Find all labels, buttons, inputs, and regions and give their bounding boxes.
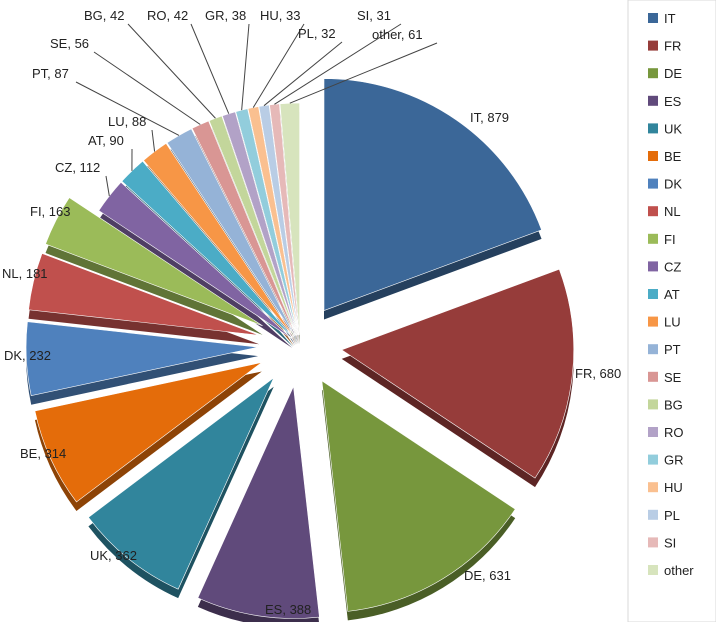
slice-label-se: SE, 56 <box>50 36 89 51</box>
legend-swatch-lu <box>648 316 658 327</box>
slice-label-si: SI, 31 <box>357 8 391 23</box>
legend-label-uk: UK <box>664 121 682 136</box>
legend-label-other: other <box>664 563 694 578</box>
legend-swatch-fr <box>648 40 658 51</box>
slice-label-de: DE, 631 <box>464 568 511 583</box>
leader-lines <box>75 23 438 197</box>
leader-line-pt <box>75 81 180 136</box>
legend-swatch-hu <box>648 482 658 493</box>
legend-label-dk: DK <box>664 177 682 192</box>
pie-slice-fr <box>341 268 575 479</box>
legend-label-si: SI <box>664 535 676 550</box>
slice-label-hu: HU, 33 <box>260 8 300 23</box>
legend-swatch-fi <box>648 233 658 244</box>
pie-slices <box>25 78 575 622</box>
legend-label-gr: GR <box>664 453 684 468</box>
leader-line-si <box>274 23 402 105</box>
slice-label-fi: FI, 163 <box>30 204 70 219</box>
legend-swatch-gr <box>648 454 658 465</box>
slice-label-pl: PL, 32 <box>298 26 336 41</box>
legend-swatch-es <box>648 95 658 106</box>
legend-label-at: AT <box>664 287 680 302</box>
slice-label-dk: DK, 232 <box>4 348 51 363</box>
legend-swatch-de <box>648 68 658 79</box>
pie-slice-gr <box>235 108 298 336</box>
pie-slice-de <box>321 380 516 612</box>
legend-label-be: BE <box>664 149 682 164</box>
legend-label-it: IT <box>664 11 676 26</box>
leader-line-ro <box>190 23 230 114</box>
slice-label-lu: LU, 88 <box>108 114 146 129</box>
legend-swatch-bg <box>648 399 658 410</box>
slice-label-ro: RO, 42 <box>147 8 188 23</box>
slice-label-es: ES, 388 <box>265 602 311 617</box>
legend-swatch-at <box>648 289 658 299</box>
pie-slice-pl <box>258 104 299 336</box>
legend-label-de: DE <box>664 66 682 81</box>
leader-line-hu <box>252 23 305 108</box>
pie-slice-dk <box>25 321 259 397</box>
pie-slice-hu <box>247 106 299 336</box>
pie-slice-es <box>197 385 320 619</box>
leader-line-se <box>93 51 201 125</box>
legend-label-nl: NL <box>664 204 681 219</box>
legend-label-ro: RO <box>664 425 684 440</box>
leader-line-other <box>289 42 438 104</box>
legend-swatch-se <box>648 371 658 382</box>
slice-label-be: BE, 314 <box>20 446 66 461</box>
slice-label-pt: PT, 87 <box>32 66 69 81</box>
slice-label-uk: UK, 362 <box>90 548 137 563</box>
legend: IT FR DE ES UK BE DK NL FI CZ AT LU PT SE BG RO GR HU PL SI… <box>627 0 716 622</box>
slice-label-it: IT, 879 <box>470 110 509 125</box>
slice-labels: IT, 879 FR, 680 DE, 631 ES, 388 UK, 362 BE, 3… <box>2 8 621 617</box>
legend-label-fr: FR <box>664 39 681 54</box>
pie-slice-se <box>191 120 297 337</box>
slice-label-nl: NL, 181 <box>2 266 48 281</box>
legend-swatch-si <box>648 537 658 548</box>
leader-line-cz <box>105 175 110 197</box>
legend-label-lu: LU <box>664 315 681 330</box>
leader-line-lu <box>151 129 156 152</box>
legend-label-pl: PL <box>664 508 680 523</box>
legend-label-se: SE <box>664 370 682 385</box>
slice-label-cz: CZ, 112 <box>55 160 100 175</box>
leader-line-gr <box>241 23 250 111</box>
pie-slice-nl <box>28 253 260 336</box>
leader-line-pl <box>263 41 343 107</box>
legend-swatch-nl <box>648 206 658 217</box>
legend-label-cz: CZ <box>664 259 681 274</box>
legend-label-hu: HU <box>664 480 683 495</box>
legend-swatch-other <box>648 565 658 575</box>
slice-label-bg: BG, 42 <box>84 8 124 23</box>
legend-swatch-it <box>648 13 658 23</box>
slice-label-gr: GR, 38 <box>205 8 246 23</box>
legend-swatch-pt <box>648 344 658 355</box>
slice-label-fr: FR, 680 <box>575 366 621 381</box>
pie-slice-lu <box>143 143 295 338</box>
pie-slice-uk <box>87 377 275 590</box>
pie-slice-be <box>34 362 262 503</box>
legend-label-es: ES <box>664 94 682 109</box>
legend-label-pt: PT <box>664 342 681 357</box>
pie-slice-fi <box>45 197 263 327</box>
leader-line-bg <box>127 23 216 119</box>
pie-slice-it <box>323 78 542 311</box>
legend-swatch-uk <box>648 123 658 134</box>
pie-slice-pt <box>166 128 296 337</box>
legend-swatch-be <box>648 151 658 161</box>
slice-label-at: AT, 90 <box>88 133 124 148</box>
legend-swatch-ro <box>648 427 658 437</box>
legend-frame <box>627 0 716 622</box>
legend-swatch-pl <box>648 509 658 520</box>
legend-label-bg: BG <box>664 397 683 412</box>
pie-slice-other <box>279 102 300 336</box>
legend-swatch-dk <box>648 178 658 189</box>
legend-label-fi: FI <box>664 232 676 247</box>
slice-label-other: other, 61 <box>372 27 423 42</box>
legend-swatch-cz <box>648 261 658 272</box>
